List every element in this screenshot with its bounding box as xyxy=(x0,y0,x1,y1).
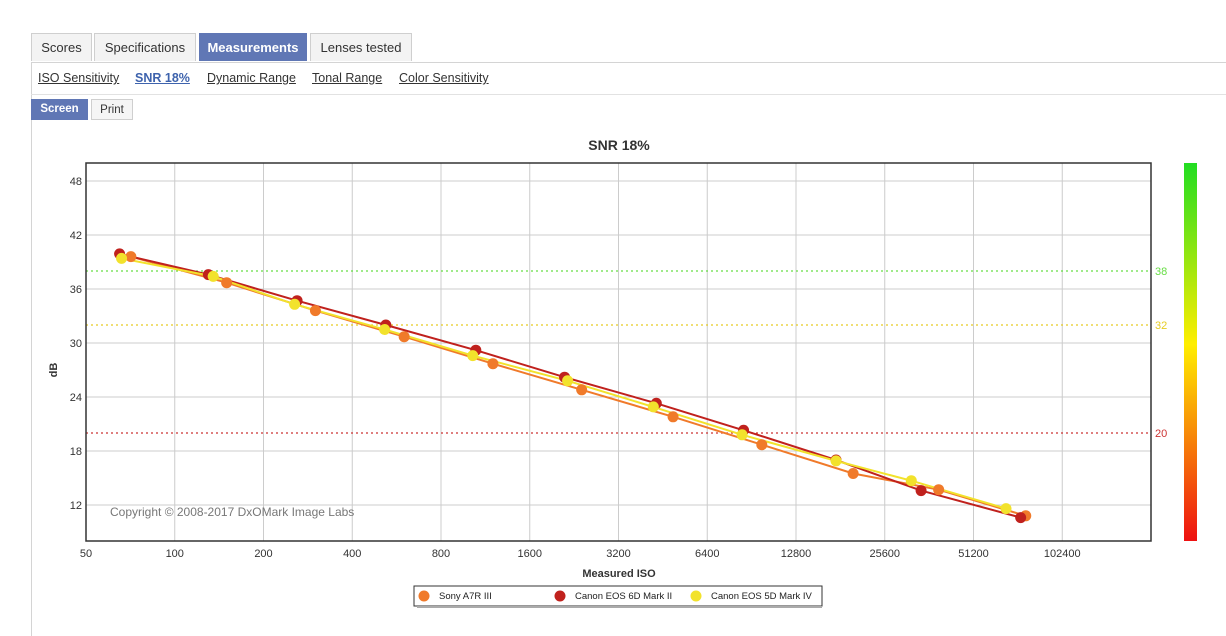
y-tick-label: 48 xyxy=(70,176,82,188)
tab-scores[interactable]: Scores xyxy=(31,33,92,61)
series xyxy=(114,248,1032,524)
data-point xyxy=(1015,512,1027,524)
legend-marker xyxy=(690,590,702,602)
data-point xyxy=(289,298,301,310)
x-tick-label: 400 xyxy=(343,548,361,560)
axis-ticks: 50 100 200 400 800 1600 3200 6400 12800 25600 5120… xyxy=(70,176,1081,560)
data-point xyxy=(756,439,768,451)
y-tick-label: 36 xyxy=(70,284,82,296)
reference-label: 20 xyxy=(1155,428,1167,440)
tab-measurements[interactable]: Measurements xyxy=(199,33,307,61)
data-point xyxy=(467,350,479,362)
x-tick-label: 100 xyxy=(166,548,184,560)
grid xyxy=(86,163,1151,541)
legend-label: Canon EOS 6D Mark II xyxy=(575,591,672,602)
data-point xyxy=(736,429,748,441)
data-point xyxy=(207,270,219,282)
x-tick-label: 102400 xyxy=(1044,548,1081,560)
x-tick-label: 800 xyxy=(432,548,450,560)
data-point xyxy=(667,411,679,423)
reference-label: 32 xyxy=(1155,320,1167,332)
x-tick-label: 50 xyxy=(80,548,92,560)
x-tick-label: 3200 xyxy=(606,548,630,560)
chart-title: SNR 18% xyxy=(588,137,650,153)
data-point xyxy=(379,324,391,335)
reference-label: 38 xyxy=(1155,266,1167,278)
data-point xyxy=(905,475,917,487)
legend: Sony A7R III Canon EOS 6D Mark II Canon EO… xyxy=(418,590,813,602)
data-point xyxy=(847,468,859,479)
x-tick-label: 51200 xyxy=(958,548,989,560)
tab-lenses-tested[interactable]: Lenses tested xyxy=(310,33,412,61)
data-point xyxy=(915,485,927,497)
data-point xyxy=(576,384,588,396)
data-point xyxy=(125,251,137,263)
subnav-snr-18[interactable]: SNR 18% xyxy=(135,71,190,85)
legend-marker xyxy=(418,590,430,602)
y-tick-label: 42 xyxy=(70,230,82,242)
tab-specifications[interactable]: Specifications xyxy=(94,33,196,61)
data-point xyxy=(933,484,945,496)
subnav-color-sensitivity[interactable]: Color Sensitivity xyxy=(399,71,489,85)
data-point xyxy=(487,358,499,370)
subnav-tonal-range[interactable]: Tonal Range xyxy=(312,71,383,85)
screen-mode-button[interactable]: Screen xyxy=(31,99,88,120)
data-point xyxy=(398,331,410,343)
color-scale-bar xyxy=(1184,163,1197,541)
x-tick-label: 200 xyxy=(254,548,272,560)
subnav-dynamic-range[interactable]: Dynamic Range xyxy=(207,71,296,85)
y-tick-label: 30 xyxy=(70,338,82,350)
x-tick-label: 25600 xyxy=(869,548,900,560)
y-axis-label: dB xyxy=(48,363,60,378)
x-tick-label: 6400 xyxy=(695,548,719,560)
copyright-text: Copyright © 2008-2017 DxOMark Image Labs xyxy=(110,505,354,519)
data-point xyxy=(221,277,233,289)
plot-frame xyxy=(85,162,1152,542)
x-axis-label: Measured ISO xyxy=(582,568,656,580)
data-point xyxy=(1000,503,1012,515)
data-point xyxy=(830,455,842,467)
legend-marker xyxy=(554,590,566,602)
y-tick-label: 12 xyxy=(70,500,82,512)
subnav-divider xyxy=(31,94,1226,95)
reference-lines: 38 32 20 xyxy=(86,266,1167,440)
measurements-panel xyxy=(31,62,1226,636)
print-mode-button[interactable]: Print xyxy=(91,99,133,120)
data-point xyxy=(116,252,128,264)
data-point xyxy=(309,305,321,317)
x-tick-label: 12800 xyxy=(781,548,812,560)
subnav-iso-sensitivity[interactable]: ISO Sensitivity xyxy=(38,71,120,85)
y-tick-label: 24 xyxy=(70,392,82,404)
y-tick-label: 18 xyxy=(70,446,82,458)
data-point xyxy=(562,375,574,387)
legend-label: Sony A7R III xyxy=(439,591,492,602)
data-point xyxy=(647,401,659,413)
legend-label: Canon EOS 5D Mark IV xyxy=(711,591,813,602)
x-tick-label: 1600 xyxy=(518,548,542,560)
